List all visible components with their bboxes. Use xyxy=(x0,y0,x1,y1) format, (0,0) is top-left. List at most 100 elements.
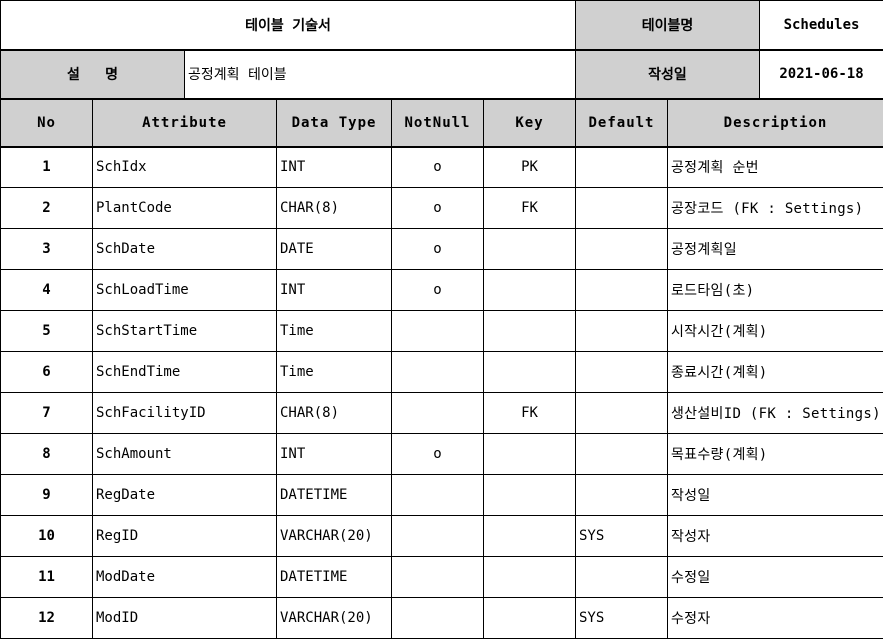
cell-data-type: CHAR(8) xyxy=(276,187,392,229)
cell-not-null: o xyxy=(391,433,484,475)
cell-description: 수정일 xyxy=(667,556,883,598)
cell-description: 공장코드 (FK : Settings) xyxy=(667,187,883,229)
description-value: 공정계획 테이블 xyxy=(184,49,576,100)
created-date-label: 작성일 xyxy=(575,49,760,100)
cell-attribute: SchDate xyxy=(92,228,277,270)
col-header-attribute: Attribute xyxy=(92,98,277,148)
cell-not-null xyxy=(391,351,484,393)
created-date-value: 2021-06-18 xyxy=(759,49,883,100)
cell-description: 공정계획일 xyxy=(667,228,883,270)
cell-no: 1 xyxy=(0,146,93,188)
cell-not-null: o xyxy=(391,187,484,229)
cell-description: 시작시간(계획) xyxy=(667,310,883,352)
cell-no: 10 xyxy=(0,515,93,557)
cell-data-type: DATE xyxy=(276,228,392,270)
table-body: 1 SchIdx INT o PK 공정계획 순번 2 PlantCode CHAR(8) o FK… xyxy=(0,146,883,639)
col-header-no: No xyxy=(0,98,93,148)
cell-no: 4 xyxy=(0,269,93,311)
column-header-row: No Attribute Data Type NotNull Key Defau… xyxy=(0,98,883,148)
cell-not-null: o xyxy=(391,228,484,270)
cell-description: 목표수량(계획) xyxy=(667,433,883,475)
cell-key xyxy=(483,310,576,352)
cell-not-null xyxy=(391,474,484,516)
cell-default xyxy=(575,556,668,598)
table-row: 1 SchIdx INT o PK 공정계획 순번 xyxy=(0,146,883,188)
cell-no: 8 xyxy=(0,433,93,475)
cell-no: 3 xyxy=(0,228,93,270)
cell-key: FK xyxy=(483,392,576,434)
cell-data-type: INT xyxy=(276,269,392,311)
cell-no: 2 xyxy=(0,187,93,229)
cell-key xyxy=(483,556,576,598)
cell-attribute: PlantCode xyxy=(92,187,277,229)
cell-default xyxy=(575,228,668,270)
cell-attribute: SchEndTime xyxy=(92,351,277,393)
cell-not-null xyxy=(391,556,484,598)
col-header-data-type: Data Type xyxy=(276,98,392,148)
table-row: 3 SchDate DATE o 공정계획일 xyxy=(0,228,883,270)
cell-key xyxy=(483,433,576,475)
table-row: 11 ModDate DATETIME 수정일 xyxy=(0,556,883,598)
cell-default: SYS xyxy=(575,597,668,639)
cell-data-type: Time xyxy=(276,351,392,393)
table-row: 9 RegDate DATETIME 작성일 xyxy=(0,474,883,516)
cell-no: 12 xyxy=(0,597,93,639)
table-row: 4 SchLoadTime INT o 로드타임(초) xyxy=(0,269,883,311)
cell-key xyxy=(483,515,576,557)
col-header-description: Description xyxy=(667,98,883,148)
table-row: 5 SchStartTime Time 시작시간(계획) xyxy=(0,310,883,352)
cell-key xyxy=(483,474,576,516)
cell-attribute: RegDate xyxy=(92,474,277,516)
cell-attribute: ModID xyxy=(92,597,277,639)
cell-data-type: INT xyxy=(276,433,392,475)
col-header-key: Key xyxy=(483,98,576,148)
cell-not-null: o xyxy=(391,269,484,311)
cell-no: 7 xyxy=(0,392,93,434)
table-row: 2 PlantCode CHAR(8) o FK 공장코드 (FK : Settings) xyxy=(0,187,883,229)
cell-key xyxy=(483,351,576,393)
cell-data-type: INT xyxy=(276,146,392,188)
cell-attribute: ModDate xyxy=(92,556,277,598)
cell-attribute: SchFacilityID xyxy=(92,392,277,434)
cell-default xyxy=(575,351,668,393)
table-row: 8 SchAmount INT o 목표수량(계획) xyxy=(0,433,883,475)
cell-key xyxy=(483,597,576,639)
cell-description: 수정자 xyxy=(667,597,883,639)
cell-not-null xyxy=(391,515,484,557)
cell-data-type: DATETIME xyxy=(276,556,392,598)
cell-description: 작성자 xyxy=(667,515,883,557)
col-header-default: Default xyxy=(575,98,668,148)
table-row: 7 SchFacilityID CHAR(8) FK 생산설비ID (FK : Sett… xyxy=(0,392,883,434)
cell-no: 5 xyxy=(0,310,93,352)
cell-key: FK xyxy=(483,187,576,229)
cell-description: 생산설비ID (FK : Settings) xyxy=(667,392,883,434)
cell-no: 11 xyxy=(0,556,93,598)
cell-default: SYS xyxy=(575,515,668,557)
cell-not-null xyxy=(391,597,484,639)
cell-attribute: RegID xyxy=(92,515,277,557)
table-name-label: 테이블명 xyxy=(575,0,760,51)
doc-title: 테이블 기술서 xyxy=(0,0,576,51)
cell-not-null: o xyxy=(391,146,484,188)
cell-default xyxy=(575,269,668,311)
cell-not-null xyxy=(391,310,484,352)
cell-key xyxy=(483,269,576,311)
cell-key: PK xyxy=(483,146,576,188)
cell-attribute: SchIdx xyxy=(92,146,277,188)
cell-default xyxy=(575,187,668,229)
col-header-not-null: NotNull xyxy=(391,98,484,148)
table-row: 6 SchEndTime Time 종료시간(계획) xyxy=(0,351,883,393)
cell-description: 종료시간(계획) xyxy=(667,351,883,393)
description-label: 설 명 xyxy=(0,49,185,100)
cell-no: 9 xyxy=(0,474,93,516)
cell-default xyxy=(575,146,668,188)
table-row: 10 RegID VARCHAR(20) SYS 작성자 xyxy=(0,515,883,557)
cell-no: 6 xyxy=(0,351,93,393)
cell-default xyxy=(575,392,668,434)
cell-data-type: Time xyxy=(276,310,392,352)
cell-default xyxy=(575,433,668,475)
cell-attribute: SchLoadTime xyxy=(92,269,277,311)
cell-data-type: CHAR(8) xyxy=(276,392,392,434)
